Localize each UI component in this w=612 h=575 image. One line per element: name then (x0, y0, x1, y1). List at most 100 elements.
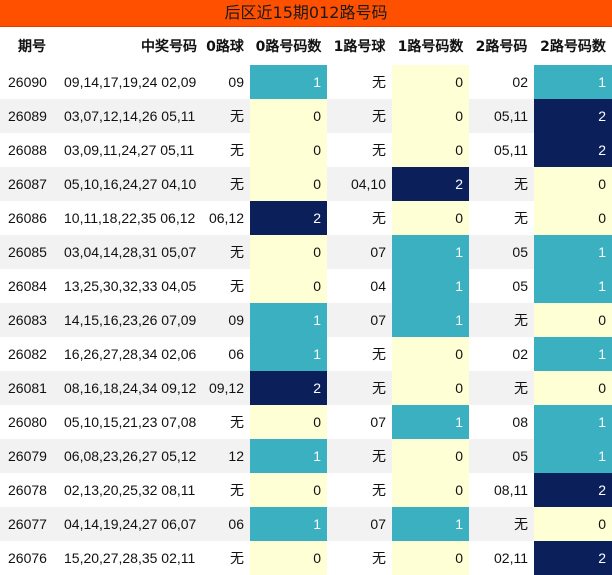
route2-count-cell: 1 (534, 439, 612, 473)
route0-count-cell: 2 (250, 371, 327, 405)
route0-count-cell: 1 (250, 303, 327, 337)
route2-ball-cell: 05,11 (469, 99, 534, 133)
route2-ball-cell: 05,11 (469, 133, 534, 167)
route1-count-cell: 0 (392, 133, 469, 167)
table-row: 26088 03,09,11,24,27 05,11 无 0 无 0 05,11 2 (0, 133, 612, 167)
issue-cell: 26088 (0, 133, 58, 167)
issue-cell: 26089 (0, 99, 58, 133)
route2-count-cell: 1 (534, 405, 612, 439)
header-route2-ball: 2路号码 (469, 27, 534, 65)
route1-count-cell: 1 (392, 235, 469, 269)
route1-count-cell: 0 (392, 65, 469, 99)
route0-ball-cell: 09,12 (200, 371, 250, 405)
table-row: 26086 10,11,18,22,35 06,12 06,12 2 无 0 无 0 (0, 201, 612, 235)
numbers-cell: 03,07,12,14,26 05,11 (58, 99, 200, 133)
route1-count-cell: 0 (392, 541, 469, 575)
numbers-cell: 06,08,23,26,27 05,12 (58, 439, 200, 473)
header-route0-count: 0路号码数 (250, 27, 327, 65)
numbers-cell: 15,20,27,28,35 02,11 (58, 541, 200, 575)
route1-count-cell: 1 (392, 507, 469, 541)
route2-ball-cell: 02 (469, 65, 534, 99)
route2-count-cell: 1 (534, 269, 612, 303)
issue-cell: 26079 (0, 439, 58, 473)
route1-count-cell: 0 (392, 337, 469, 371)
route2-count-cell: 0 (534, 371, 612, 405)
numbers-cell: 04,14,19,24,27 06,07 (58, 507, 200, 541)
route1-count-cell: 2 (392, 167, 469, 201)
route2-ball-cell: 02,11 (469, 541, 534, 575)
route2-count-cell: 0 (534, 167, 612, 201)
issue-cell: 26090 (0, 65, 58, 99)
route2-ball-cell: 无 (469, 167, 534, 201)
header-row: 期号 中奖号码 0路球 0路号码数 1路号球 1路号码数 2路号码 2路号码数 (0, 27, 612, 65)
route1-ball-cell: 无 (327, 541, 392, 575)
route0-count-cell: 0 (250, 473, 327, 507)
route2-count-cell: 0 (534, 303, 612, 337)
route2-ball-cell: 05 (469, 439, 534, 473)
route0-ball-cell: 无 (200, 269, 250, 303)
route1-count-cell: 0 (392, 371, 469, 405)
table-row: 26077 04,14,19,24,27 06,07 06 1 07 1 无 0 (0, 507, 612, 541)
issue-cell: 26085 (0, 235, 58, 269)
route0-count-cell: 0 (250, 167, 327, 201)
header-route0-ball: 0路球 (200, 27, 250, 65)
route2-count-cell: 1 (534, 337, 612, 371)
route0-ball-cell: 无 (200, 167, 250, 201)
header-issue: 期号 (0, 27, 58, 65)
route0-ball-cell: 无 (200, 541, 250, 575)
route0-count-cell: 1 (250, 337, 327, 371)
table-row: 26082 16,26,27,28,34 02,06 06 1 无 0 02 1 (0, 337, 612, 371)
numbers-cell: 10,11,18,22,35 06,12 (58, 201, 200, 235)
numbers-cell: 13,25,30,32,33 04,05 (58, 269, 200, 303)
header-numbers: 中奖号码 (58, 27, 200, 65)
route2-ball-cell: 无 (469, 507, 534, 541)
route0-ball-cell: 06 (200, 507, 250, 541)
route1-count-cell: 0 (392, 201, 469, 235)
route1-ball-cell: 无 (327, 371, 392, 405)
route2-count-cell: 1 (534, 235, 612, 269)
numbers-cell: 16,26,27,28,34 02,06 (58, 337, 200, 371)
route0-count-cell: 1 (250, 65, 327, 99)
route2-count-cell: 1 (534, 65, 612, 99)
route1-ball-cell: 无 (327, 473, 392, 507)
route1-count-cell: 1 (392, 405, 469, 439)
route2-ball-cell: 08 (469, 405, 534, 439)
issue-cell: 26084 (0, 269, 58, 303)
route0-ball-cell: 无 (200, 133, 250, 167)
table-row: 26085 03,04,14,28,31 05,07 无 0 07 1 05 1 (0, 235, 612, 269)
route1-ball-cell: 04,10 (327, 167, 392, 201)
route1-count-cell: 1 (392, 303, 469, 337)
route2-ball-cell: 无 (469, 201, 534, 235)
route0-ball-cell: 无 (200, 99, 250, 133)
table-body: 26090 09,14,17,19,24 02,09 09 1 无 0 02 1 26089 03… (0, 65, 612, 575)
table-row: 26090 09,14,17,19,24 02,09 09 1 无 0 02 1 (0, 65, 612, 99)
issue-cell: 26087 (0, 167, 58, 201)
numbers-cell: 05,10,16,24,27 04,10 (58, 167, 200, 201)
issue-cell: 26080 (0, 405, 58, 439)
table-row: 26087 05,10,16,24,27 04,10 无 0 04,10 2 无 0 (0, 167, 612, 201)
route1-count-cell: 0 (392, 439, 469, 473)
issue-cell: 26082 (0, 337, 58, 371)
route0-ball-cell: 09 (200, 65, 250, 99)
numbers-cell: 03,09,11,24,27 05,11 (58, 133, 200, 167)
issue-cell: 26077 (0, 507, 58, 541)
numbers-cell: 05,10,15,21,23 07,08 (58, 405, 200, 439)
route0-count-cell: 1 (250, 507, 327, 541)
route0-ball-cell: 无 (200, 473, 250, 507)
table-row: 26078 02,13,20,25,32 08,11 无 0 无 0 08,11 2 (0, 473, 612, 507)
table-row: 26079 06,08,23,26,27 05,12 12 1 无 0 05 1 (0, 439, 612, 473)
route0-count-cell: 2 (250, 201, 327, 235)
route1-ball-cell: 07 (327, 507, 392, 541)
issue-cell: 26078 (0, 473, 58, 507)
route0-count-cell: 0 (250, 133, 327, 167)
route2-count-cell: 0 (534, 507, 612, 541)
route0-ball-cell: 无 (200, 235, 250, 269)
issue-cell: 26081 (0, 371, 58, 405)
route0-ball-cell: 09 (200, 303, 250, 337)
route0-ball-cell: 无 (200, 405, 250, 439)
route2-ball-cell: 08,11 (469, 473, 534, 507)
route0-count-cell: 0 (250, 235, 327, 269)
route0-count-cell: 0 (250, 99, 327, 133)
route1-count-cell: 0 (392, 473, 469, 507)
route0-ball-cell: 12 (200, 439, 250, 473)
